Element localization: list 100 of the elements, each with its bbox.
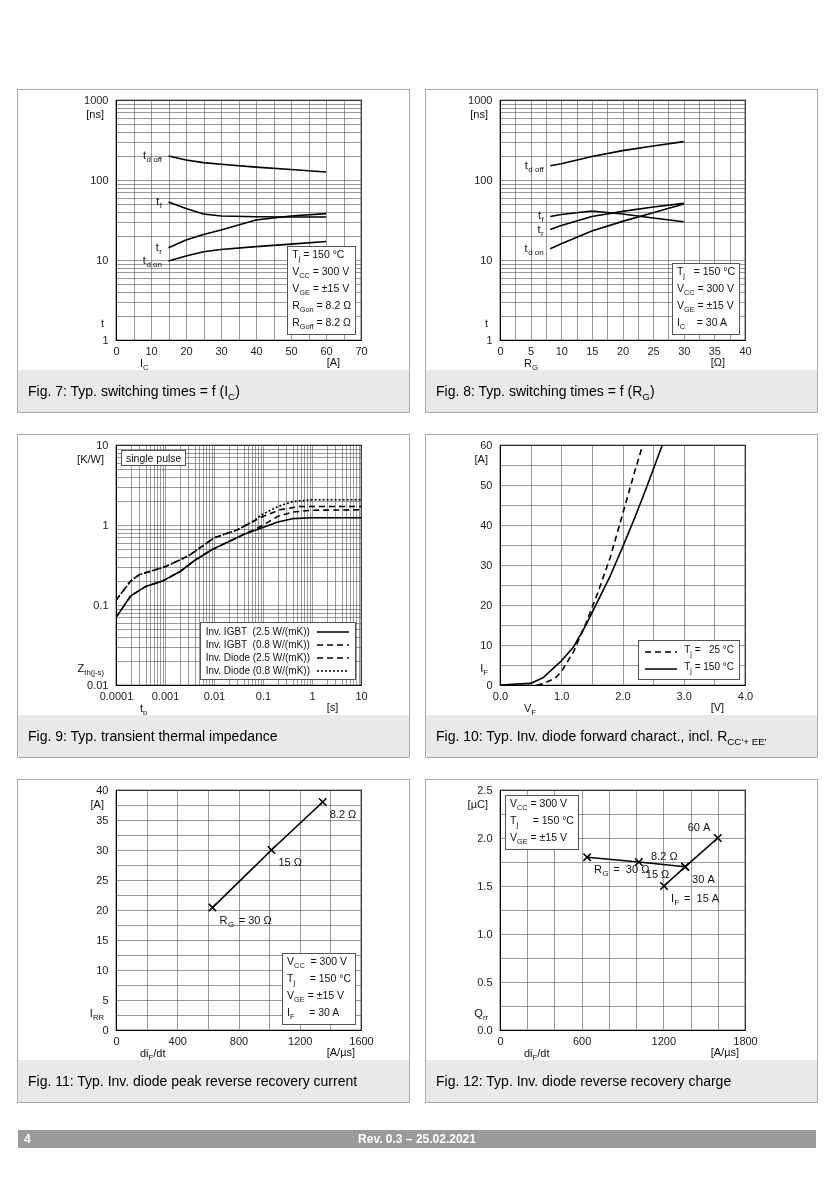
x-tick-label: 30 — [678, 344, 691, 357]
x-tick-label: 15 — [586, 344, 599, 357]
x-tick-label: 50 — [285, 344, 298, 357]
legend-label: Inv. IGBT (2.5 W/(mK)) — [205, 625, 310, 638]
x-tick-label: 40 — [250, 344, 263, 357]
x-tick-label: 0.01 — [203, 689, 226, 702]
x-tick-label: 20 — [616, 344, 630, 357]
text: [Ω] — [710, 356, 726, 368]
x-axis-title: V$_{F}$ — [524, 702, 537, 718]
text: Fig. 11: Typ. Inv. diode peak reverse recovery current — [28, 1073, 358, 1089]
x-tick-label: 10 — [555, 344, 568, 357]
x-tick-label: 70 — [355, 344, 368, 357]
x-tick-label: 0.001 — [151, 689, 180, 702]
text: [ns] — [469, 108, 488, 120]
y-tick-label: 1.5 — [477, 879, 493, 892]
x-tick-label: 2.0 — [615, 689, 631, 702]
x-tick-label: 25 — [647, 344, 660, 357]
x-tick-label: 10 — [145, 344, 158, 357]
annotation: 15 Ω — [278, 856, 302, 868]
y-tick-label: 1000 — [84, 93, 109, 106]
annotation: 8.2 Ω — [651, 849, 678, 862]
x-tick-label: 0 — [497, 1034, 504, 1047]
y-tick-label: 0.1 — [93, 598, 109, 611]
y-tick-label: 0 — [102, 1023, 109, 1036]
y-tick-label: 50 — [480, 478, 493, 491]
text: [A] — [326, 356, 341, 368]
x-tick-label: 0.0001 — [99, 689, 134, 702]
y-tick-label: 2.0 — [477, 831, 493, 844]
y-tick-label: 20 — [96, 903, 109, 916]
x-tick-label: 35 — [708, 344, 721, 357]
text: Fig. 10: Typ. Inv. diode forward charact., incl. R$_{CC'+ EE'}$ — [436, 728, 767, 747]
text: Fig. 8: Typ. switching times = f (R$_{G}$) — [436, 383, 655, 402]
y-tick-label: 10 — [480, 638, 493, 651]
x-tick-label: 3.0 — [676, 689, 692, 702]
legend-label: T$_{j}$ = 150 °C — [684, 660, 734, 677]
x-axis-title: I$_{C}$ — [140, 357, 149, 373]
y-tick-label: 2.5 — [477, 783, 493, 796]
x-tick-label: 1200 — [651, 1034, 677, 1047]
x-tick-label: 1200 — [288, 1034, 313, 1047]
legend-label: Inv. IGBT (0.8 W/(mK)) — [205, 638, 310, 651]
text: [µC] — [466, 798, 488, 810]
y-tick-label: 1 — [486, 333, 493, 346]
y-tick-label: 10 — [96, 438, 109, 451]
x-tick-label: 60 — [320, 344, 333, 357]
x-tick-label: 0.1 — [255, 689, 272, 702]
legend-label: Inv. Diode (2.5 W/(mK)) — [205, 651, 310, 664]
x-tick-label: 600 — [572, 1034, 592, 1047]
text: Fig. 12: Typ. Inv. diode reverse recovery charge — [436, 1073, 732, 1089]
x-tick-label: 4.0 — [737, 689, 754, 702]
y-tick-label: 10 — [480, 253, 493, 266]
text: Rev. 0.3 – 25.02.2021 — [358, 1132, 476, 1146]
y-tick-label: 1000 — [468, 93, 493, 106]
y-tick-label: 30 — [96, 843, 109, 856]
annotation: 30 A — [692, 872, 716, 885]
text: V$_{CC}$ = 300 V T$_{j}$ = 150 °C V$_{GE}$ = ±15 V — [510, 797, 574, 847]
annotation: 60 A — [687, 821, 711, 833]
text: [A/µs] — [326, 1046, 356, 1058]
y-tick-label: 20 — [480, 598, 493, 611]
x-tick-label: 1600 — [349, 1034, 374, 1047]
text: V$_{CC}$ = 300 V T$_{j}$ = 150 °C V$_{GE}$ = ±15 V I$_{F}$ = 30 A — [287, 954, 351, 1021]
y-tick-label: 10 — [96, 963, 109, 976]
x-tick-label: 20 — [180, 344, 193, 357]
x-tick-label: 1.0 — [554, 689, 570, 702]
y-tick-label: 0.5 — [477, 975, 493, 988]
x-tick-label: 10 — [355, 689, 368, 702]
y-tick-label: 40 — [480, 518, 493, 531]
text: 4 — [24, 1131, 31, 1148]
y-tick-label: 1.0 — [477, 927, 493, 940]
y-tick-label: 0.01 — [87, 678, 109, 691]
y-tick-label: 40 — [96, 783, 109, 796]
y-tick-label: 0.0 — [477, 1023, 493, 1036]
text: [K/W] — [76, 453, 104, 465]
annotation: single pulse — [121, 450, 187, 466]
x-tick-label: 400 — [168, 1034, 187, 1047]
annotation: 8.2 Ω — [329, 808, 357, 820]
y-tick-label: 15 — [96, 933, 109, 946]
text: [A] — [89, 798, 104, 810]
y-axis-title: I$_{F}$ — [479, 662, 488, 678]
text: [A] — [473, 453, 488, 465]
y-tick-label: 1 — [102, 333, 109, 346]
legend-label: T$_{j}$ = 25 °C — [684, 643, 734, 660]
y-tick-label: 100 — [90, 173, 109, 186]
text: [s] — [326, 701, 339, 713]
y-axis-title: t — [483, 317, 488, 329]
text: Fig. 7: Typ. switching times = f (I$_{C}$) — [28, 383, 240, 402]
x-tick-label: 30 — [215, 344, 228, 357]
y-tick-label: 5 — [102, 993, 109, 1006]
legend-label: Inv. Diode (0.8 W/(mK)) — [205, 664, 310, 677]
x-axis-title: R$_{G}$ — [524, 357, 538, 373]
x-tick-label: 800 — [229, 1034, 249, 1047]
text: T$_{j}$ = 150 °C V$_{CC}$ = 300 V V$_{GE}$ = ±15 V R$_{Gon}$ = 8.2 Ω R$_{Goff}$ = 8.2 Ω — [292, 247, 351, 331]
x-tick-label: 0 — [113, 1034, 120, 1047]
x-axis-title: di$_{F}$/dt — [524, 1047, 550, 1063]
y-tick-label: 30 — [480, 558, 493, 571]
x-tick-label: 0 — [497, 344, 504, 357]
y-tick-label: 60 — [480, 438, 493, 451]
text: [A/µs] — [710, 1046, 740, 1058]
x-tick-label: 5 — [528, 344, 535, 357]
x-tick-label: 0 — [113, 344, 120, 357]
y-axis-title: Z$_{th(j-s)}$ — [76, 662, 104, 678]
